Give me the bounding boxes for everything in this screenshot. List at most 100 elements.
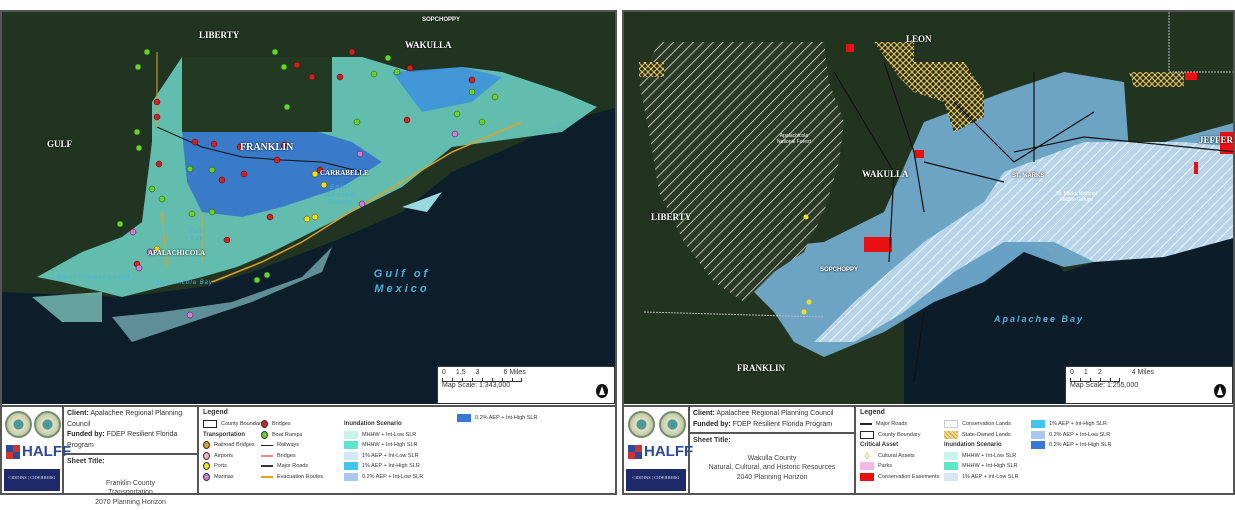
label-leon: LEON <box>906 34 932 44</box>
port-markers <box>153 170 328 253</box>
council-seal-icon <box>628 411 655 438</box>
label-franklin: FRANKLIN <box>737 363 786 373</box>
legend-item: Railroad Bridges <box>214 442 255 449</box>
legend-item: 1% AEP + Int-Low SLR <box>362 452 419 459</box>
legend-heading: Transportation <box>203 431 246 438</box>
label-apalachee-bay: Apalachee Bay <box>994 314 1085 324</box>
legend-item: County Boundary <box>221 421 264 428</box>
logos: HALFF CIDDINS | CIDERBERG <box>2 407 71 493</box>
title-block: HALFF CIDDINS | CIDERBERG Client: Apalac… <box>624 405 1233 493</box>
legend-item: MHHW + Int-High SLR <box>962 463 1018 470</box>
label-gulf: GULF <box>47 139 73 149</box>
map-legend: Legend County Boundary Transportation Ra… <box>199 407 615 493</box>
label-sopchoppy: SOPCHOPPY <box>422 17 461 23</box>
legend-item: Railways <box>277 442 300 449</box>
funded-label: Funded by: <box>67 431 105 438</box>
legend-item: 1% AEP + Int-High SLR <box>1049 421 1107 428</box>
wakulla-map[interactable]: LEON JEFFERSO LIBERTY WAKULLA ST. MARKS … <box>624 12 1233 404</box>
legend-item: 0.2% AEP + Int-High SLR <box>475 415 538 422</box>
funded-value: FDEP Resilient Florida Program <box>67 431 178 449</box>
client-value: Apalachee Regional Planning Council <box>67 410 183 428</box>
sheet-title-line: 2040 Planning Horizon <box>736 473 808 481</box>
wakulla-map-canvas <box>624 12 1233 404</box>
legend-item: MHHW + Int-High SLR <box>362 442 418 449</box>
label-carrabelle: CARRABELLE <box>320 169 369 177</box>
halff-logo: HALFF <box>6 443 71 460</box>
legend-heading: Inundation Scenario <box>944 442 1002 449</box>
legend-item: Conservation Easements <box>878 473 940 480</box>
legend-item: State-Owned Lands <box>962 431 1011 438</box>
legend-heading: Critical Asset <box>860 442 899 449</box>
sheet-title-label: Sheet Title: <box>67 458 105 465</box>
map-scale-text: Map Scale: 1:343,000 <box>442 382 511 389</box>
legend-item: Cultural Assets <box>878 452 915 459</box>
legend-item: Conservation Lands <box>962 421 1011 428</box>
legend-title: Legend <box>203 409 228 416</box>
legend-item: Airports <box>214 452 233 459</box>
legend-item: 1% AEP + Int-High SLR <box>362 463 420 470</box>
label-wakulla: WAKULLA <box>862 169 909 179</box>
halff-logo: HALFF <box>628 443 693 460</box>
label-jefferson: JEFFERSO <box>1199 135 1233 145</box>
label-national-forest: Apalachicola National Forest <box>777 133 811 145</box>
legend-item: Marinas <box>214 473 234 480</box>
wakulla-map-sheet: LEON JEFFERSO LIBERTY WAKULLA ST. MARKS … <box>622 10 1235 495</box>
sheet-title-label: Sheet Title: <box>693 437 731 444</box>
north-arrow-icon <box>596 384 608 398</box>
franklin-map[interactable]: LIBERTY WAKULLA SOPCHOPPY GULF FRANKLIN … <box>2 12 615 404</box>
legend-item: County Boundary <box>878 431 921 438</box>
boat-ramp-markers <box>116 48 499 284</box>
label-sopchoppy: SOPCHOPPY <box>820 267 859 273</box>
legend-item: Bridges <box>277 452 296 459</box>
scale-tick: 3 <box>475 369 480 376</box>
label-gulf-of-mexico: Gulf of Mexico <box>373 268 431 295</box>
north-arrow-icon <box>1214 384 1226 398</box>
label-liberty: LIBERTY <box>199 30 240 40</box>
sheet-title-line: Franklin County <box>105 480 156 487</box>
label-saint-george-sound: Saint George Sound <box>325 184 355 207</box>
label-wakulla: WAKULLA <box>405 40 452 50</box>
map-legend: Legend Major Roads County Boundary Criti… <box>856 407 1233 493</box>
scale-tick: 1 <box>1083 369 1088 376</box>
legend-item: 1% AEP + Int-Low SLR <box>962 473 1019 480</box>
scale-tick: 4 Miles <box>1131 369 1154 376</box>
legend-item: Ports <box>214 463 227 470</box>
legend-item: 0.2% AEP + Int-Low SLR <box>362 473 424 480</box>
fdep-seal-icon <box>34 411 61 438</box>
sheet-title-line: Natural, Cultural, and Historic Resource… <box>708 464 836 472</box>
legend-item: Boat Ramps <box>272 431 303 438</box>
scale-tick: 0 <box>442 369 446 376</box>
scale-tick: 1.5 <box>455 369 466 376</box>
scale-tick: 2 <box>1097 369 1102 376</box>
legend-item: Parks <box>878 463 893 470</box>
label-wildlife-refuge: St. Marks National Wildlife Refuge <box>1056 191 1097 203</box>
scale-bar <box>1070 378 1120 382</box>
funded-value: FDEP Resilient Florida Program <box>732 420 833 428</box>
sheet-title-line: Transportation <box>108 489 153 497</box>
client-value: Apalachee Regional Planning Council <box>716 410 834 417</box>
partner-logo: CIDDINS | CIDERBERG <box>4 469 60 491</box>
sheet-info: Client: Apalachee Regional Planning Coun… <box>690 407 856 493</box>
label-east-bay: East Bay <box>188 229 205 242</box>
label-st-marks: ST. MARKS <box>1012 173 1045 179</box>
council-seal-icon <box>5 411 32 438</box>
marina-markers <box>129 130 459 319</box>
map-scale-text: Map Scale: 1:255,000 <box>1070 382 1139 389</box>
franklin-map-canvas <box>2 12 615 404</box>
legend-heading: Inundation Scenario <box>344 421 402 428</box>
scale-tick: 0 <box>1070 369 1074 376</box>
legend-title: Legend <box>860 409 885 416</box>
client-label: Client: <box>67 410 89 417</box>
logos: HALFF CIDDINS | CIDERBERG <box>624 407 693 493</box>
legend-item: Evacuation Routes <box>277 473 324 480</box>
map-scale: 0 1 2 4 Miles Map Scale: 1:255,000 <box>1065 366 1233 404</box>
legend-item: 0.2% AEP + Int-High SLR <box>1049 442 1112 449</box>
franklin-map-sheet: LIBERTY WAKULLA SOPCHOPPY GULF FRANKLIN … <box>0 10 617 506</box>
bridge-markers <box>133 48 476 268</box>
legend-item: MHHW + Int-Low SLR <box>962 452 1017 459</box>
partner-logo: CIDDINS | CIDERBERG <box>626 469 686 491</box>
label-franklin: FRANKLIN <box>240 142 294 153</box>
label-liberty: LIBERTY <box>651 212 692 222</box>
sheet-title-line: 2070 Planning Horizon <box>95 498 166 506</box>
legend-item: Major Roads <box>876 421 908 428</box>
